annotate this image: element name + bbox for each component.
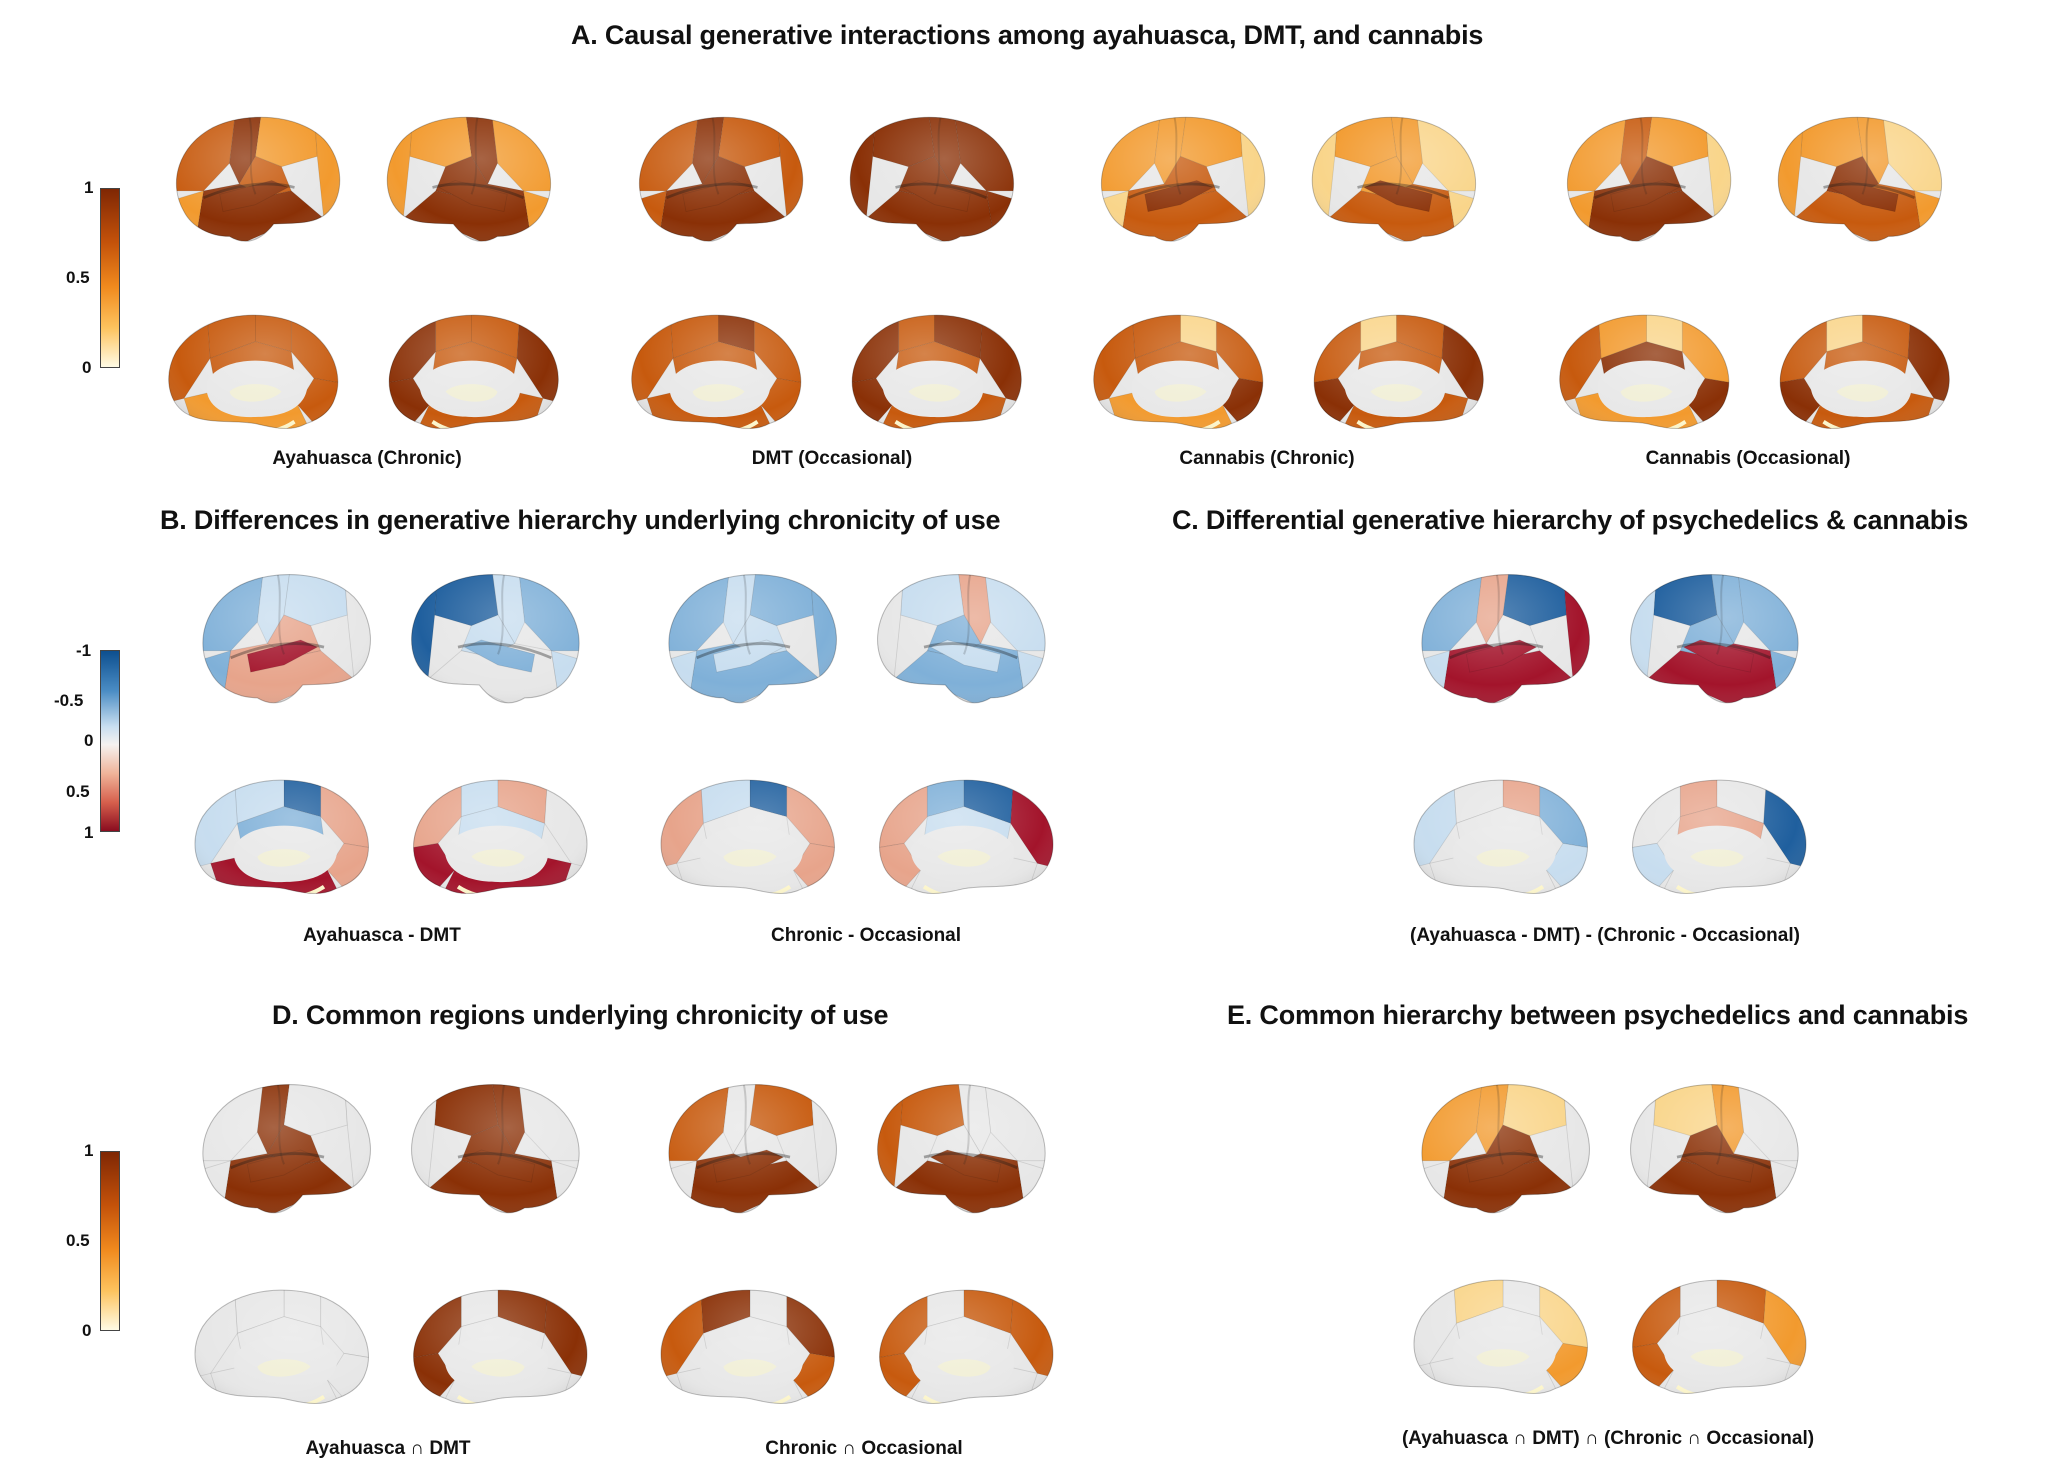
brain-d-ayahuasca-dmt-right-medial <box>398 1280 598 1420</box>
brain-a-dmt-left-medial <box>621 305 816 445</box>
cbar-div-tick-0-5: 0.5 <box>66 782 90 801</box>
caption-ayahuasca-minus-dmt: Ayahuasca - DMT <box>303 925 461 946</box>
brain-d-chronic-occasional-right-lateral <box>864 1075 1064 1225</box>
caption-dmt-occasional: DMT (Occasional) <box>751 448 913 469</box>
brain-a-cannabis-occasional-right-lateral <box>1765 108 1960 253</box>
cbar-div-tick-0: 0 <box>84 731 94 750</box>
brain-c-right-lateral <box>1617 565 1817 715</box>
brain-a-cannabis-chronic-left-medial <box>1083 305 1278 445</box>
brain-a-cannabis-occasional-right-medial <box>1765 305 1960 445</box>
cbar-bottom-tick-0-5: 0.5 <box>66 1231 90 1250</box>
colorbar-diverging: -1 -0.5 0 0.5 1 <box>50 641 140 845</box>
panel-d-title: D. Common regions underlying chronicity … <box>272 1000 889 1030</box>
caption-chronic-minus-occasional: Chronic - Occasional <box>770 925 962 946</box>
brain-c-left-lateral <box>1403 565 1603 715</box>
brain-a-cannabis-occasional-left-lateral <box>1549 108 1744 253</box>
brain-c-left-medial <box>1403 770 1603 910</box>
brain-b-ayahuasca-dmt-left-lateral <box>184 565 384 715</box>
brain-a-cannabis-occasional-left-medial <box>1549 305 1744 445</box>
brain-a-ayahuasca-left-medial <box>158 305 353 445</box>
brain-a-dmt-left-lateral <box>621 108 816 253</box>
brain-d-chronic-occasional-left-medial <box>650 1280 850 1420</box>
cbar-top-tick-0-5: 0.5 <box>66 268 90 287</box>
panel-b-title: B. Differences in generative hierarchy u… <box>160 505 1001 535</box>
colorbar-sequential-bottom-gradient <box>100 1151 120 1331</box>
brain-d-ayahuasca-dmt-right-lateral <box>398 1075 598 1225</box>
panel-a-title: A. Causal generative interactions among … <box>571 20 1484 50</box>
caption-cannabis-occasional: Cannabis (Occasional) <box>1645 448 1851 469</box>
brain-b-ayahuasca-dmt-right-lateral <box>398 565 598 715</box>
caption-chronic-intersect-occasional: Chronic ∩ Occasional <box>765 1438 963 1459</box>
brain-d-chronic-occasional-left-lateral <box>650 1075 850 1225</box>
brain-d-ayahuasca-dmt-left-medial <box>184 1280 384 1420</box>
brain-b-chronic-occasional-right-medial <box>864 770 1064 910</box>
cbar-bottom-tick-1: 1 <box>84 1141 94 1160</box>
brain-b-chronic-occasional-left-lateral <box>650 565 850 715</box>
caption-cannabis-chronic: Cannabis (Chronic) <box>1179 448 1355 469</box>
cbar-div-tick-1: 1 <box>84 823 94 842</box>
brain-a-dmt-right-medial <box>837 305 1032 445</box>
caption-panel-e: (Ayahuasca ∩ DMT) ∩ (Chronic ∩ Occasiona… <box>1401 1428 1815 1449</box>
cbar-div-tick-minus-1: -1 <box>76 641 92 660</box>
brain-a-ayahuasca-right-medial <box>374 305 569 445</box>
brain-a-dmt-right-lateral <box>837 108 1032 253</box>
brain-a-ayahuasca-right-lateral <box>374 108 569 253</box>
caption-ayahuasca-chronic: Ayahuasca (Chronic) <box>272 448 462 469</box>
brain-a-cannabis-chronic-right-lateral <box>1299 108 1494 253</box>
panel-c-title: C. Differential generative hierarchy of … <box>1172 505 1969 535</box>
cbar-bottom-tick-0: 0 <box>82 1321 92 1340</box>
brain-b-chronic-occasional-right-lateral <box>864 565 1064 715</box>
cbar-div-tick-minus-0-5: -0.5 <box>54 691 84 710</box>
brain-b-chronic-occasional-left-medial <box>650 770 850 910</box>
colorbar-diverging-gradient <box>100 650 120 832</box>
cbar-top-tick-0: 0 <box>82 358 92 377</box>
caption-panel-c: (Ayahuasca - DMT) - (Chronic - Occasiona… <box>1410 925 1800 946</box>
cbar-top-tick-1: 1 <box>84 178 94 197</box>
brain-b-ayahuasca-dmt-left-medial <box>184 770 384 910</box>
brain-d-ayahuasca-dmt-left-lateral <box>184 1075 384 1225</box>
caption-ayahuasca-intersect-dmt: Ayahuasca ∩ DMT <box>305 1438 471 1459</box>
brain-e-right-medial <box>1617 1270 1817 1410</box>
brain-e-left-medial <box>1403 1270 1603 1410</box>
brain-e-left-lateral <box>1403 1075 1603 1225</box>
brain-a-ayahuasca-left-lateral <box>158 108 353 253</box>
brain-d-chronic-occasional-right-medial <box>864 1280 1064 1420</box>
brain-c-right-medial <box>1617 770 1817 910</box>
colorbar-sequential-top: 1 0.5 0 <box>60 178 140 377</box>
brain-e-right-lateral <box>1617 1075 1817 1225</box>
brain-a-cannabis-chronic-left-lateral <box>1083 108 1278 253</box>
colorbar-sequential-top-gradient <box>100 188 120 368</box>
panel-e-title: E. Common hierarchy between psychedelics… <box>1227 1000 1969 1030</box>
colorbar-sequential-bottom: 1 0.5 0 <box>60 1141 140 1340</box>
brain-b-ayahuasca-dmt-right-medial <box>398 770 598 910</box>
brain-a-cannabis-chronic-right-medial <box>1299 305 1494 445</box>
